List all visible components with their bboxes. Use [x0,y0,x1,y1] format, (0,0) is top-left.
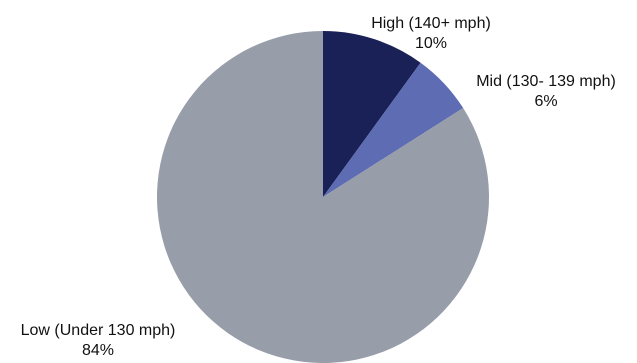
slice-high [323,31,421,197]
value-label-mid: 6% [534,93,557,110]
pie-slices [157,31,490,363]
label-low: Low (Under 130 mph) [21,322,176,339]
slice-low [157,31,490,363]
label-high: High (140+ mph) [371,15,491,32]
label-mid: Mid (130- 139 mph) [476,73,616,90]
slice-mid [323,62,464,198]
value-label-high: 10% [415,35,447,52]
value-label-low: 84% [82,342,114,359]
